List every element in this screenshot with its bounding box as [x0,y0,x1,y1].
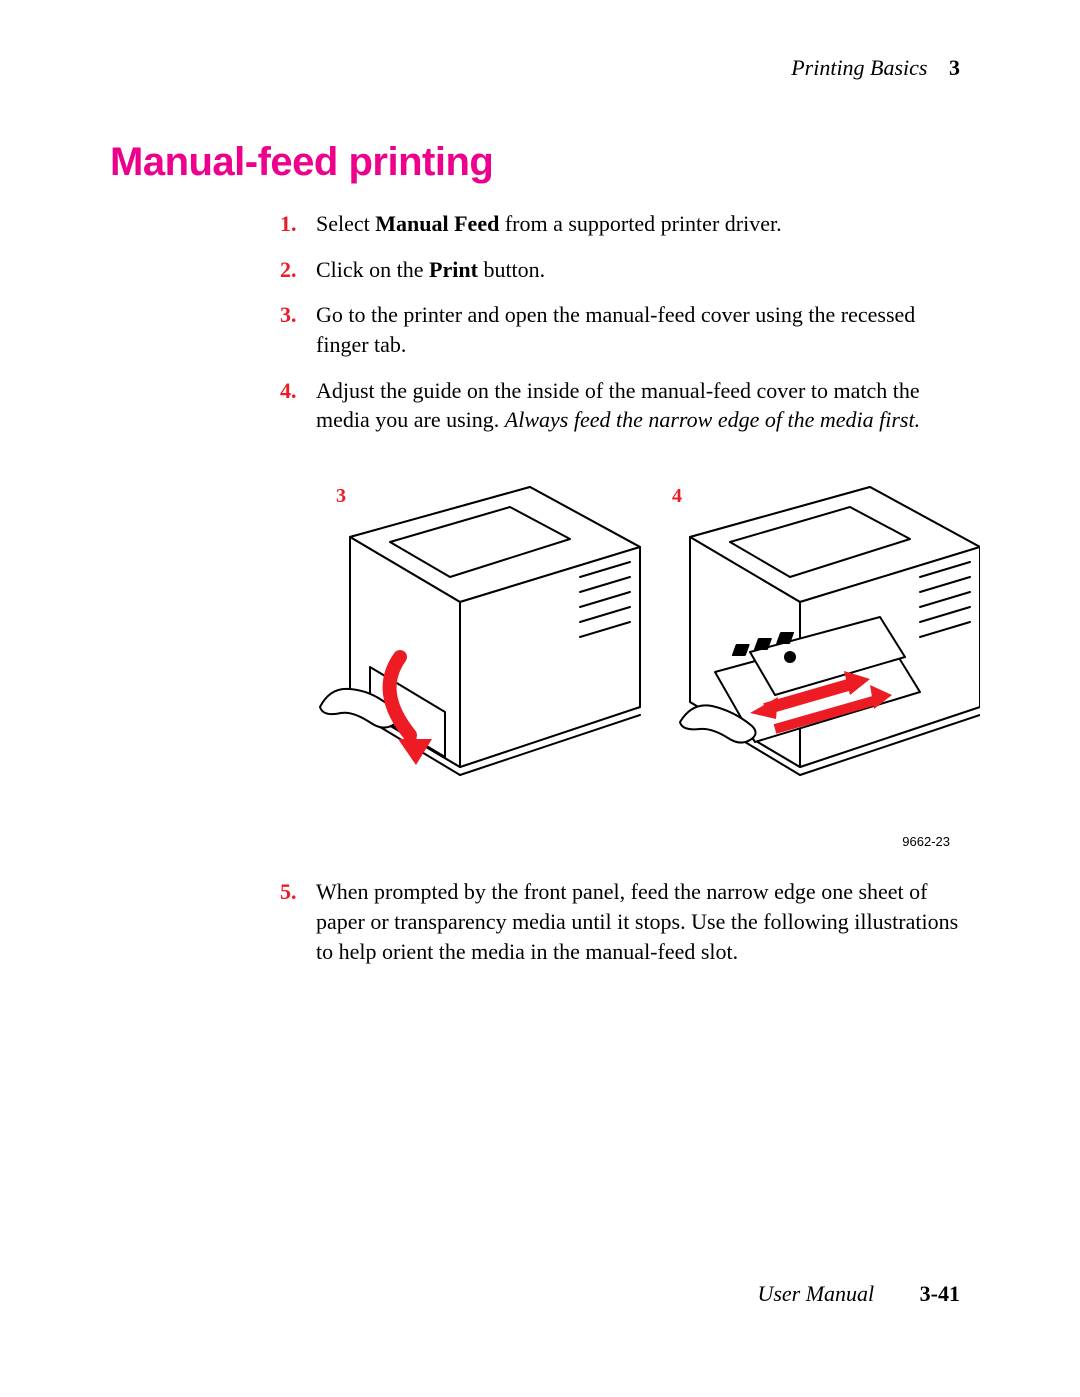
page-title: Manual-feed printing [110,140,970,185]
step-text: Click on the Print button. [316,257,545,282]
chapter-number: 3 [949,55,960,80]
step-item: 5. When prompted by the front panel, feed… [280,877,970,966]
step-item: 4. Adjust the guide on the inside of the … [280,376,970,435]
step-item: 1. Select Manual Feed from a supported pr… [280,209,970,239]
figure-callout-3: 3 [336,485,346,508]
running-head: Printing Basics 3 [791,55,960,81]
figure-callout-4: 4 [672,485,682,508]
main-content: Manual-feed printing 1. Select Manual Fee… [110,140,970,966]
step-text: When prompted by the front panel, feed t… [316,879,958,963]
manual-page: Printing Basics 3 Manual-feed printing 1… [0,0,1080,1397]
step-number: 3. [280,300,297,330]
step-number: 2. [280,255,297,285]
figure: 3 4 [280,457,980,857]
figure-id: 9662-23 [902,834,950,849]
section-title: Printing Basics [791,55,927,80]
step-text: Go to the printer and open the manual-fe… [316,302,915,357]
steps-list: 1. Select Manual Feed from a supported pr… [110,209,970,435]
steps-list-continued: 5. When prompted by the front panel, feed… [110,877,970,966]
book-title: User Manual [757,1281,874,1306]
printer-illustration-svg [280,457,980,857]
step-item: 2. Click on the Print button. [280,255,970,285]
step-number: 4. [280,376,297,406]
step-number: 1. [280,209,297,239]
page-footer: User Manual 3-41 [757,1281,960,1307]
step-item: 3. Go to the printer and open the manual-… [280,300,970,359]
step-text: Adjust the guide on the inside of the ma… [316,378,920,433]
page-number: 3-41 [920,1281,960,1306]
step-text: Select Manual Feed from a supported prin… [316,211,782,236]
step-number: 5. [280,877,297,907]
